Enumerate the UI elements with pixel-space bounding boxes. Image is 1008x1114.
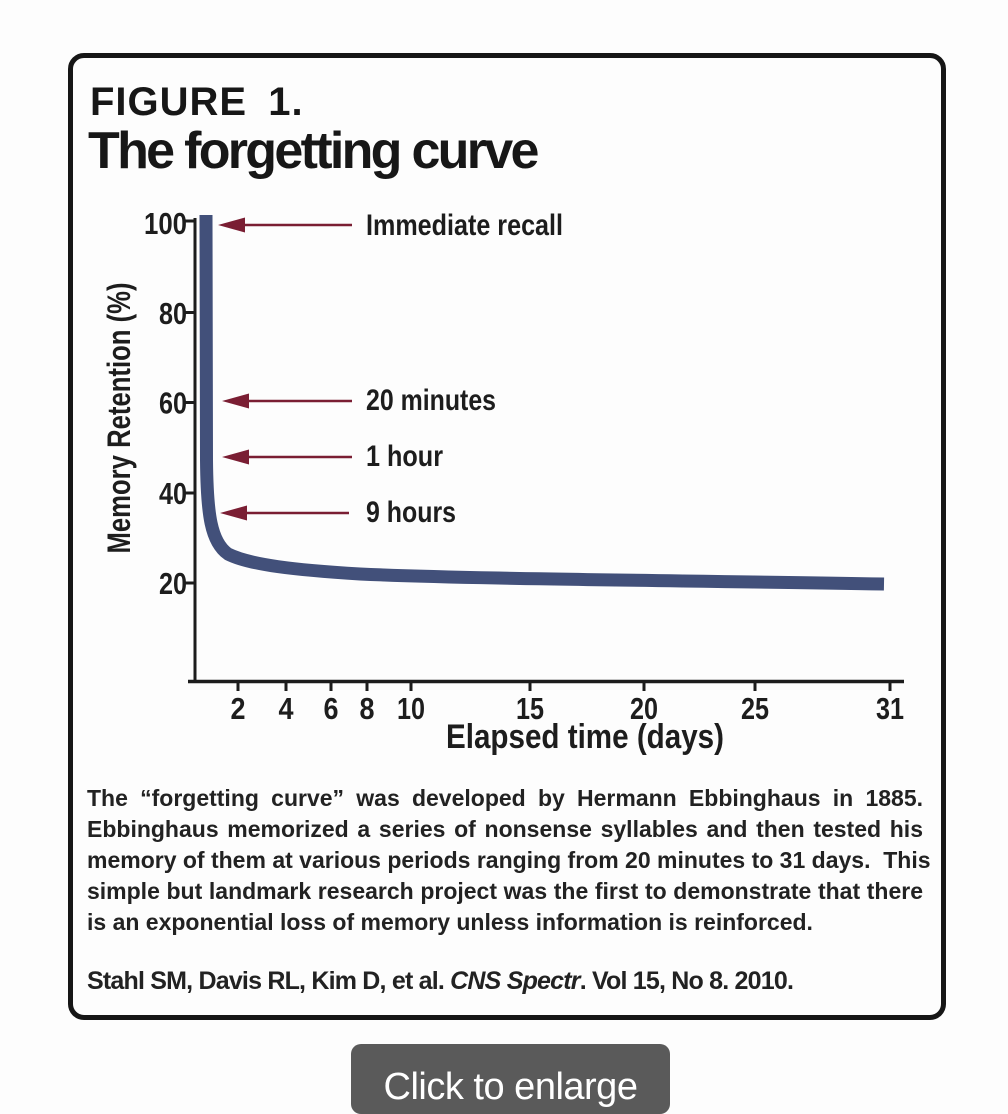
svg-text:31: 31 (876, 691, 904, 726)
svg-text:8: 8 (360, 691, 375, 726)
svg-text:100: 100 (144, 206, 187, 241)
svg-text:20: 20 (159, 566, 187, 601)
svg-text:9 hours: 9 hours (366, 496, 456, 529)
svg-text:Elapsed time (days): Elapsed time (days) (446, 718, 724, 756)
svg-text:25: 25 (741, 691, 769, 726)
svg-text:20 minutes: 20 minutes (366, 384, 496, 417)
svg-text:20: 20 (630, 691, 658, 726)
svg-text:1 hour: 1 hour (366, 440, 443, 473)
svg-text:40: 40 (159, 476, 187, 511)
svg-text:10: 10 (397, 691, 425, 726)
svg-text:80: 80 (159, 296, 187, 331)
svg-text:Memory Retention (%): Memory Retention (%) (101, 283, 137, 554)
svg-text:15: 15 (516, 691, 544, 726)
svg-text:2: 2 (231, 691, 246, 726)
svg-text:Immediate recall: Immediate recall (366, 209, 563, 242)
svg-text:4: 4 (279, 691, 295, 726)
svg-text:60: 60 (159, 386, 187, 421)
svg-text:6: 6 (324, 691, 339, 726)
